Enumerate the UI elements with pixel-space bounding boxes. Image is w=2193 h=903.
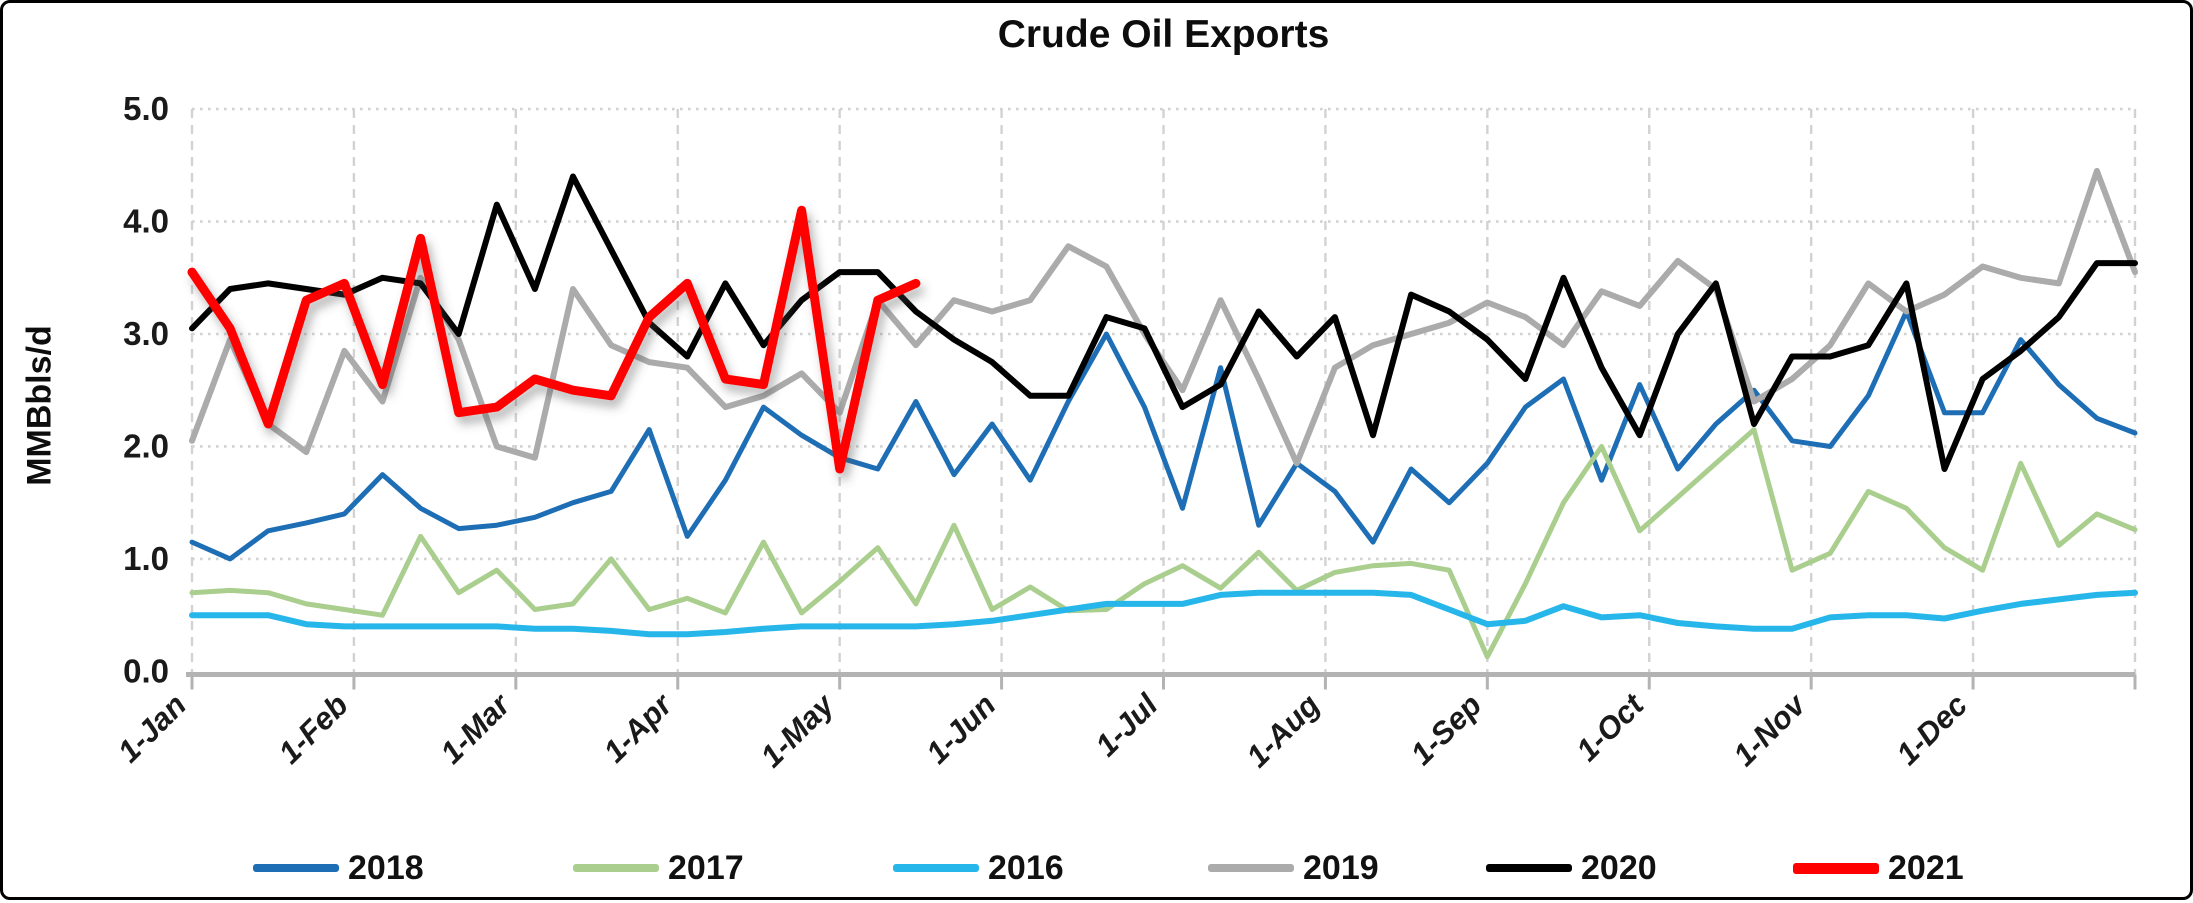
series-line-2017 [189,427,2138,660]
series-line-2018 [189,309,2138,562]
legend-item-2018: 2018 [253,843,424,893]
x-tick-label: 1-Nov [1726,686,1813,773]
x-tick-label: 1-Jul [1089,686,1166,763]
x-tick-label: 1-Oct [1569,686,1651,768]
y-tick-label: 2.0 [123,427,169,464]
legend-swatch-2017 [573,864,659,872]
series-line-2016 [189,589,2138,638]
plot-area: 5.04.03.02.01.00.0 1-Jan 1-Feb 1-Mar 1-Apr 1… [111,90,2138,774]
x-axis-line [186,672,2137,690]
y-tick-label: 0.0 [123,652,169,689]
legend-swatch-2021 [1793,862,1879,874]
x-tick-label: 1-Feb [272,687,355,770]
y-tick-label: 3.0 [123,315,169,352]
legend-label-2019: 2019 [1303,848,1379,887]
chart-title: Crude Oil Exports [997,13,1330,56]
legend-swatch-2019 [1208,864,1294,872]
y-tick-label: 4.0 [123,203,169,240]
legend-item-2016: 2016 [893,843,1064,893]
legend-swatch-2016 [893,864,979,872]
legend-label-2021: 2021 [1888,848,1964,887]
y-tick-label: 5.0 [123,90,169,127]
x-tick-labels: 1-Jan 1-Feb 1-Mar 1-Apr 1-May 1-Jun 1-Jul 1-Aug… [111,686,1974,774]
y-tick-label: 1.0 [123,540,169,577]
series-lines [187,167,2138,660]
legend-label-2017: 2017 [668,848,744,887]
legend-label-2020: 2020 [1581,848,1657,887]
legend-swatch-2018 [253,864,339,872]
legend-item-2021: 2021 [1793,843,1964,893]
x-tick-label: 1-Aug [1240,687,1327,774]
x-tick-label: 1-Dec [1890,687,1974,771]
legend-item-2020: 2020 [1486,843,1657,893]
series-line-2021 [187,205,921,474]
x-tick-label: 1-Mar [434,686,519,771]
y-tick-labels: 5.0 4.0 3.0 2.0 1.0 0.0 [123,90,169,689]
legend-item-2019: 2019 [1208,843,1379,893]
legend: 2018 2017 2016 2019 2020 2021 [3,843,2193,893]
x-tick-label: 1-Jan [111,687,193,769]
x-tick-label: 1-May [754,686,842,774]
legend-item-2017: 2017 [573,843,744,893]
x-tick-label: 1-Jun [919,687,1002,770]
x-tick-label: 1-Apr [597,686,680,769]
series-line-2020 [189,173,2138,472]
x-tick-label: 1-Sep [1404,687,1488,771]
legend-label-2018: 2018 [348,848,424,887]
legend-swatch-2020 [1486,864,1572,872]
legend-label-2016: 2016 [988,848,1064,887]
x-gridlines [190,109,2137,675]
